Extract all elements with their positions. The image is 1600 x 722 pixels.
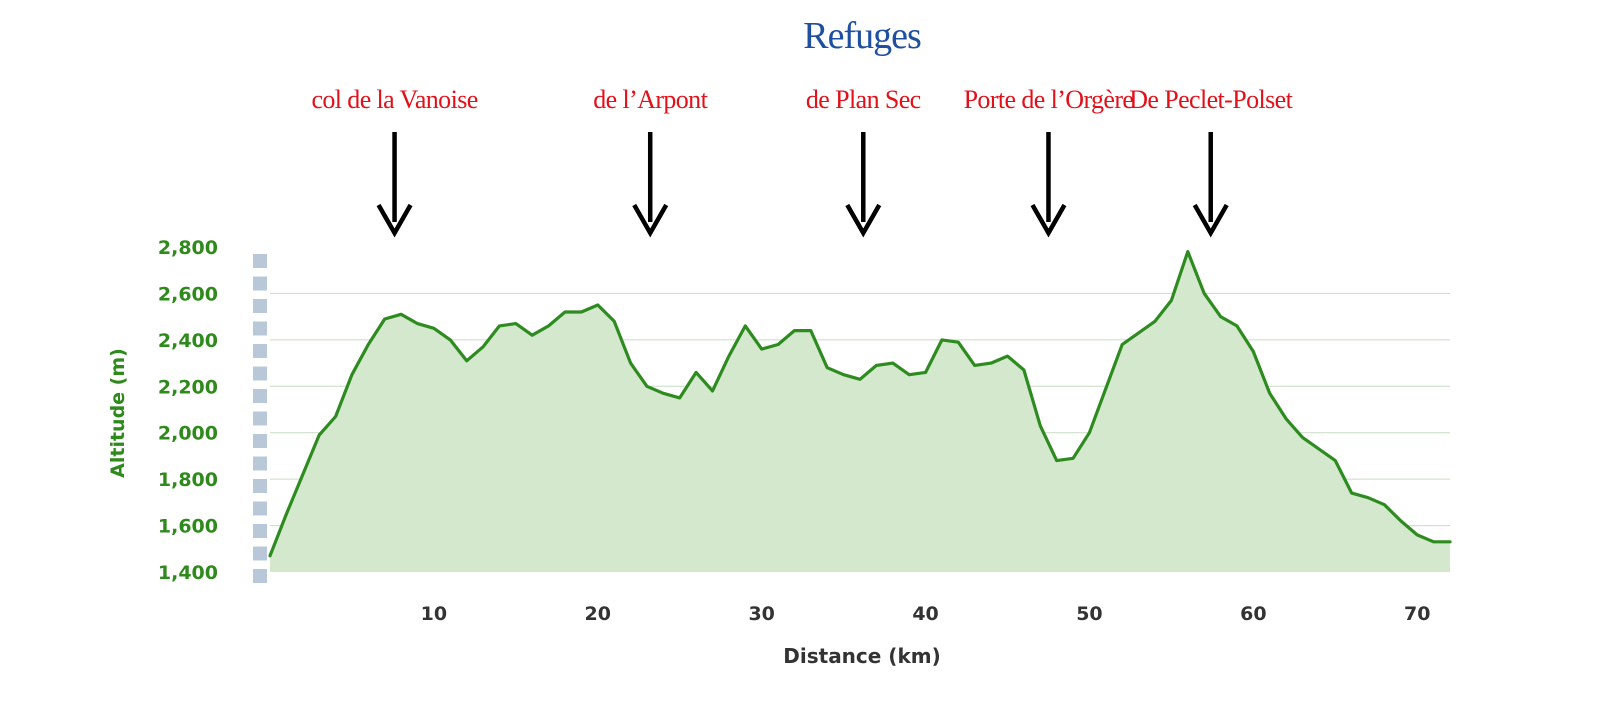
refuge-annotation: Porte de l’Orgère [964,85,1134,238]
arrow-down-icon [632,203,669,238]
axis-dash-segment [253,501,267,516]
axis-dash-segment [253,366,267,381]
x-tick-label: 50 [1076,603,1102,625]
x-axis-ticks: 10 20 30 40 50 60 70 [421,603,1431,625]
y-tick-label: 2,800 [158,237,218,259]
y-tick-label: 1,800 [158,469,218,491]
arrow-down-icon [1030,203,1067,238]
refuge-label: de Plan Sec [806,85,921,114]
chart-title: Refuges [803,15,921,57]
refuge-annotation: De Peclet-Polset [1129,85,1294,238]
x-tick-label: 30 [748,603,774,625]
refuge-annotation: col de la Vanoise [311,85,478,238]
refuge-annotation: de Plan Sec [806,85,921,238]
axis-dash-segment [253,569,267,583]
y-tick-label: 2,000 [158,423,218,445]
axis-dash-segment [253,344,267,358]
axis-dash-segment [253,321,267,336]
y-tick-label: 1,400 [158,562,218,584]
arrow-down-icon [845,203,882,238]
axis-dash-segment [253,389,267,403]
y-axis-label: Altitude (m) [107,348,129,478]
altitude-area-fill [270,251,1450,572]
y-axis-ticks: 2,800 2,600 2,400 2,200 2,000 1,800 1,600 1,400 [158,237,218,584]
axis-dash-segment [253,299,267,313]
y-tick-label: 2,200 [158,376,218,398]
y-axis-dashed-bar [253,254,267,583]
plot-area [268,250,1452,572]
axis-dash-segment [253,276,267,291]
x-axis-label: Distance (km) [783,644,940,668]
axis-dash-segment [253,479,267,493]
altitude-line [268,250,1452,558]
refuge-annotation: de l’Arpont [593,85,709,238]
x-tick-label: 60 [1240,603,1266,625]
x-tick-label: 10 [421,603,447,625]
axis-dash-segment [253,456,267,471]
x-tick-label: 20 [585,603,611,625]
x-tick-label: 70 [1404,603,1430,625]
axis-dash-segment [253,434,267,448]
y-tick-label: 2,600 [158,283,218,305]
y-tick-label: 2,400 [158,330,218,352]
refuge-label: De Peclet-Polset [1129,85,1293,114]
arrow-down-icon [1192,203,1229,238]
axis-dash-segment [253,254,267,268]
axis-dash-segment [253,546,267,561]
refuge-label: Porte de l’Orgère [964,85,1134,114]
axis-dash-segment [253,524,267,538]
x-tick-label: 40 [912,603,938,625]
arrow-down-icon [376,203,413,238]
refuge-label: de l’Arpont [593,85,708,114]
refuge-label: col de la Vanoise [311,85,477,114]
axis-dash-segment [253,411,267,426]
y-tick-label: 1,600 [158,516,218,538]
refuge-annotations: col de la Vanoise de l’Arpont de Plan Sec P… [311,85,1294,238]
